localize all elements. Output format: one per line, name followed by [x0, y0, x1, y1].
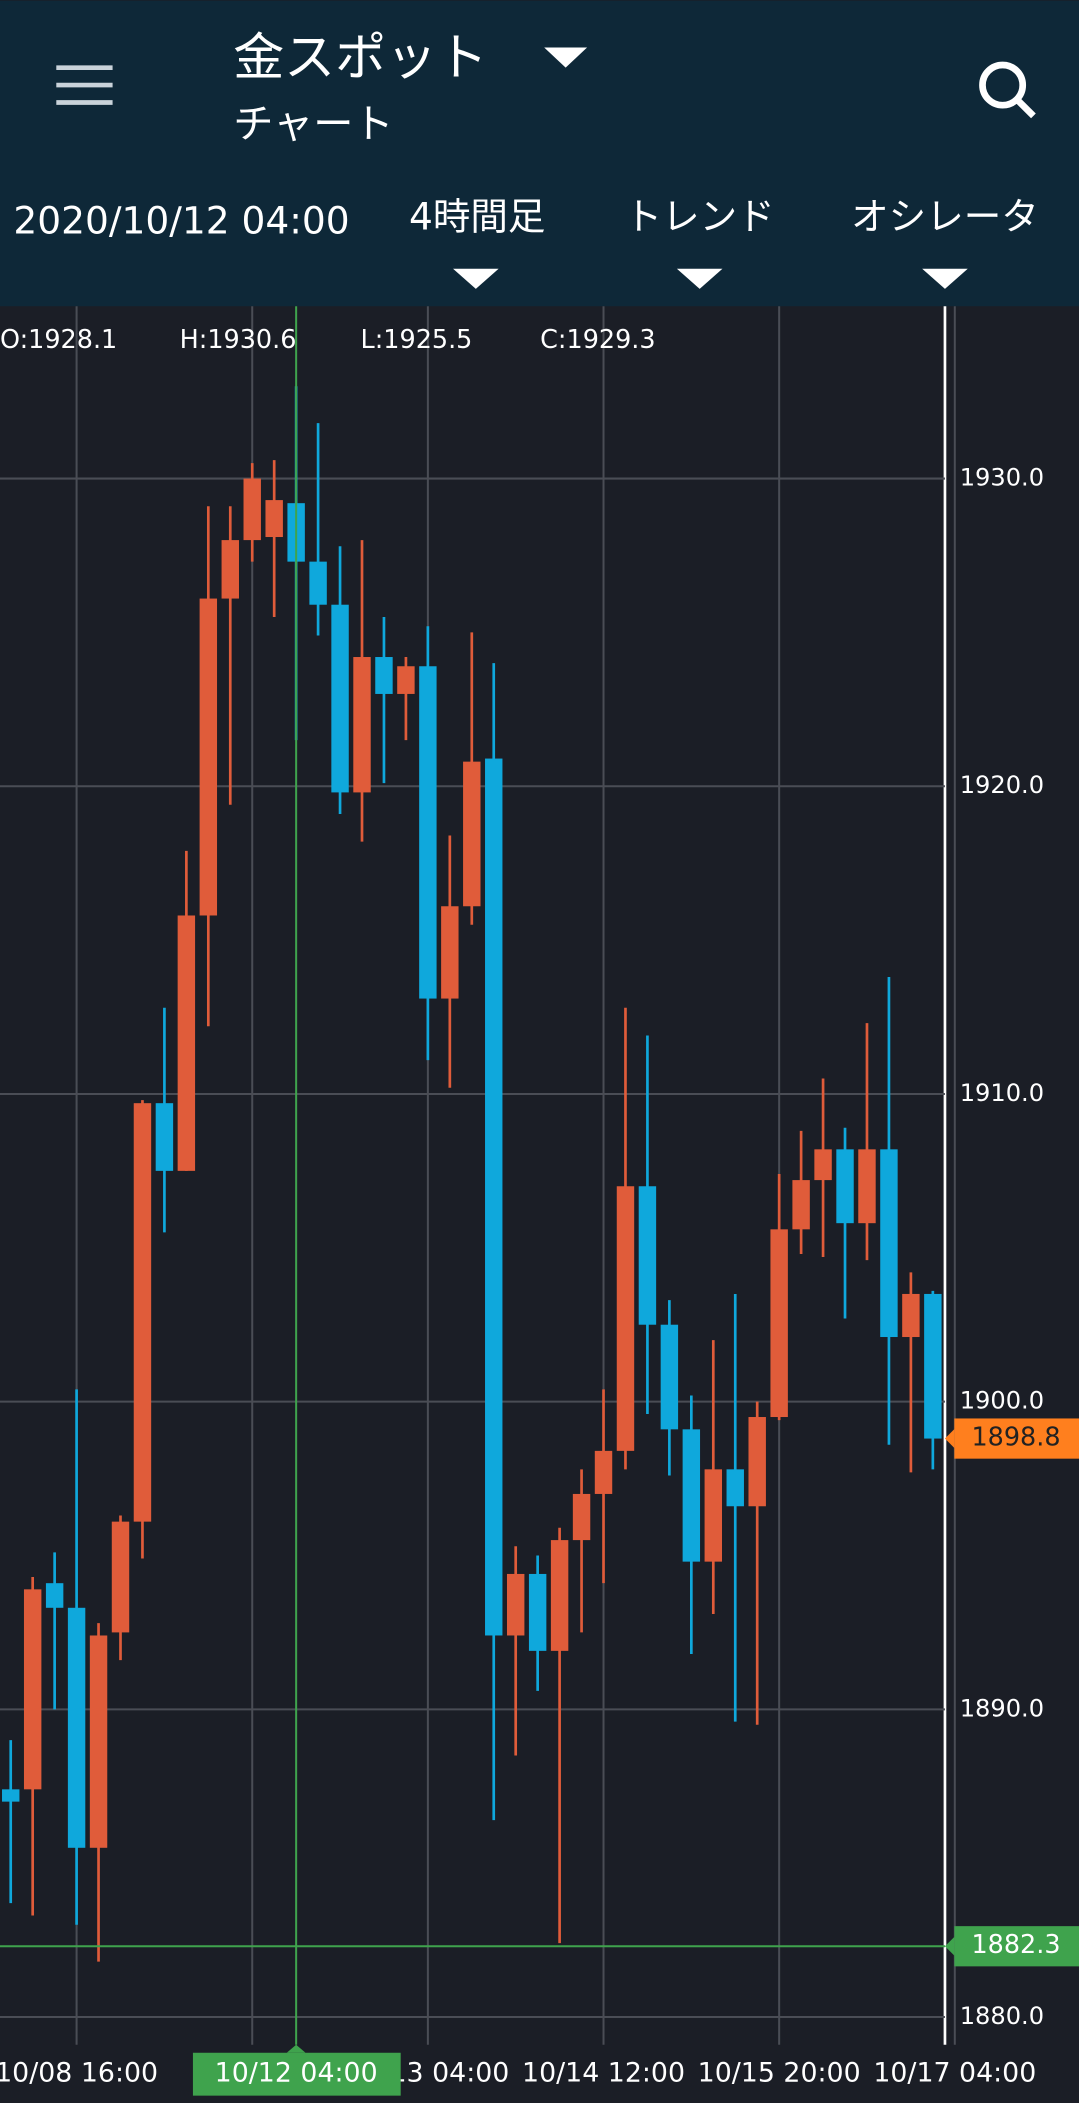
- x-tick-label: 10/14 12:00: [522, 2058, 685, 2089]
- candle-body: [682, 1429, 701, 1562]
- candle-body: [45, 1583, 64, 1608]
- candle-body: [638, 1186, 657, 1325]
- candle-body: [485, 758, 503, 1636]
- candle-body: [155, 1103, 174, 1171]
- candle-body: [89, 1635, 108, 1848]
- header-bar: [0, 0, 1079, 307]
- crosshair-y-tag: [954, 1926, 1079, 1967]
- subtitle: チャート: [233, 102, 393, 148]
- y-tick-label: 1930.0: [960, 464, 1044, 492]
- crosshair-x-label: 10/12 04:00: [215, 2058, 378, 2089]
- x-tick-label: 10/17 04:00: [873, 2058, 1036, 2089]
- candle-body: [616, 1186, 635, 1451]
- x-tick-label: 10/08 16:00: [0, 2058, 158, 2089]
- candle-body: [594, 1450, 613, 1494]
- menu-trend[interactable]: トレンド: [625, 195, 775, 239]
- y-tick-label: 1900.0: [960, 1387, 1044, 1415]
- candle-body: [880, 1149, 898, 1338]
- candle-body: [2, 1789, 20, 1802]
- last-price-tag: [954, 1418, 1079, 1459]
- search-lens: [979, 61, 1027, 109]
- dropdown-arrow[interactable]: [676, 268, 723, 289]
- candle-body: [221, 540, 239, 599]
- ohlc-info: C:1929.3: [540, 325, 655, 355]
- candle-body: [111, 1521, 130, 1633]
- candle-body: [133, 1103, 152, 1522]
- ohlc-info: H:1930.6: [180, 325, 297, 355]
- dropdown-arrow[interactable]: [453, 268, 499, 289]
- candle-body: [858, 1149, 876, 1224]
- title[interactable]: 金スポット: [233, 29, 488, 88]
- candle-body: [463, 761, 481, 907]
- candle-body: [770, 1229, 788, 1418]
- ohlc-info: O:1928.1: [0, 325, 117, 355]
- crosshair-y-pointer: [944, 1936, 955, 1956]
- ohlc-info: L:1925.5: [361, 325, 473, 355]
- candle-body: [177, 915, 196, 1171]
- last-price-pointer: [944, 1429, 955, 1448]
- x-tick-label: 10/15 20:00: [698, 2058, 861, 2089]
- candle-body: [528, 1573, 547, 1651]
- y-tick-label: 1920.0: [960, 771, 1044, 799]
- candle-body: [397, 666, 415, 694]
- crosshair-x-tag: [192, 2052, 401, 2096]
- menu-icon[interactable]: [56, 65, 113, 105]
- candle-body: [506, 1573, 525, 1636]
- candle-body: [792, 1180, 810, 1230]
- crosshair-y-label: 1882.3: [971, 1930, 1060, 1960]
- candle-body: [243, 478, 261, 541]
- candle-body: [836, 1149, 854, 1224]
- title-dropdown[interactable]: [544, 47, 588, 68]
- candle-body: [660, 1324, 679, 1430]
- menu-oscillator[interactable]: オシレータ: [851, 195, 1039, 239]
- candle-body: [199, 598, 218, 916]
- candle-body: [23, 1589, 42, 1790]
- candle-body: [902, 1293, 920, 1338]
- candle-body: [441, 906, 459, 999]
- y-tick-label: 1910.0: [960, 1079, 1044, 1107]
- candle-body: [550, 1540, 569, 1651]
- candle-body: [353, 657, 371, 793]
- dropdown-arrow[interactable]: [922, 268, 968, 289]
- candle-body: [572, 1493, 591, 1541]
- last-price-label: 1898.8: [971, 1423, 1060, 1453]
- search-handle: [1014, 97, 1036, 119]
- candle-body: [309, 561, 327, 605]
- menu-interval[interactable]: 4時間足: [409, 195, 545, 239]
- crosshair-x-pointer: [286, 2044, 306, 2053]
- candle-body: [331, 604, 349, 793]
- candle-body: [265, 500, 283, 538]
- candle-body: [924, 1293, 942, 1439]
- candle-body: [67, 1607, 86, 1848]
- date[interactable]: 2020/10/12 04:00: [13, 199, 349, 243]
- candle-body: [419, 666, 437, 999]
- candle-body: [704, 1469, 723, 1562]
- y-tick-label: 1880.0: [960, 2002, 1044, 2030]
- y-tick-label: 1890.0: [960, 1694, 1044, 1722]
- candle-body: [748, 1417, 766, 1507]
- search-icon[interactable]: [979, 61, 1036, 119]
- candle-body: [814, 1149, 832, 1181]
- candle-body: [726, 1469, 744, 1507]
- candle-body: [375, 657, 393, 694]
